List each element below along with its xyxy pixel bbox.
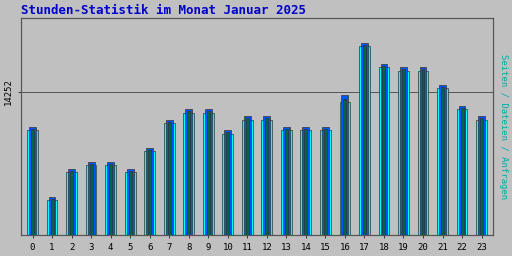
Bar — [437, 88, 448, 256]
Bar — [146, 148, 153, 256]
Bar — [187, 111, 190, 256]
Bar — [47, 200, 57, 256]
Bar — [301, 130, 311, 256]
Bar — [398, 71, 409, 256]
Bar — [31, 129, 34, 256]
Bar — [246, 118, 249, 256]
Bar — [205, 109, 211, 256]
Bar — [324, 129, 327, 256]
Bar — [109, 164, 112, 256]
Bar — [29, 127, 36, 256]
Bar — [457, 109, 467, 256]
Bar — [262, 120, 272, 256]
Bar — [359, 46, 370, 256]
Bar — [207, 111, 210, 256]
Bar — [303, 127, 309, 256]
Bar — [419, 67, 426, 256]
Bar — [107, 162, 114, 256]
Bar — [86, 165, 96, 256]
Bar — [265, 118, 268, 256]
Bar — [129, 171, 132, 256]
Bar — [226, 132, 229, 256]
Bar — [90, 164, 93, 256]
Bar — [476, 120, 487, 256]
Bar — [70, 171, 73, 256]
Bar — [478, 116, 485, 256]
Bar — [378, 67, 389, 256]
Bar — [263, 116, 270, 256]
Bar — [361, 43, 368, 256]
Bar — [418, 71, 429, 256]
Bar — [185, 109, 192, 256]
Bar — [183, 113, 194, 256]
Bar — [166, 120, 173, 256]
Bar — [339, 102, 350, 256]
Bar — [281, 130, 292, 256]
Bar — [305, 129, 307, 256]
Bar — [320, 130, 331, 256]
Bar — [382, 66, 386, 256]
Bar — [322, 127, 329, 256]
Y-axis label: Seiten / Dateien / Anfragen: Seiten / Dateien / Anfragen — [499, 54, 508, 199]
Bar — [480, 118, 483, 256]
Bar — [164, 123, 175, 256]
Bar — [51, 199, 54, 256]
Bar — [203, 113, 214, 256]
Bar — [283, 127, 290, 256]
Bar — [222, 134, 233, 256]
Bar — [244, 116, 251, 256]
Bar — [439, 85, 446, 256]
Bar — [285, 129, 288, 256]
Bar — [402, 69, 405, 256]
Bar — [342, 95, 348, 256]
Bar — [68, 169, 75, 256]
Bar — [344, 99, 346, 256]
Bar — [125, 172, 136, 256]
Bar — [127, 169, 134, 256]
Bar — [105, 165, 116, 256]
Bar — [400, 67, 407, 256]
Bar — [441, 87, 444, 256]
Bar — [88, 162, 95, 256]
Text: Stunden-Statistik im Monat Januar 2025: Stunden-Statistik im Monat Januar 2025 — [21, 4, 306, 17]
Bar — [242, 120, 252, 256]
Bar — [148, 150, 151, 256]
Bar — [380, 64, 388, 256]
Bar — [66, 172, 77, 256]
Bar — [49, 197, 55, 256]
Bar — [459, 106, 465, 256]
Bar — [461, 108, 463, 256]
Bar — [224, 130, 231, 256]
Bar — [144, 151, 155, 256]
Bar — [421, 69, 424, 256]
Bar — [363, 45, 366, 256]
Bar — [27, 130, 38, 256]
Bar — [168, 122, 170, 256]
